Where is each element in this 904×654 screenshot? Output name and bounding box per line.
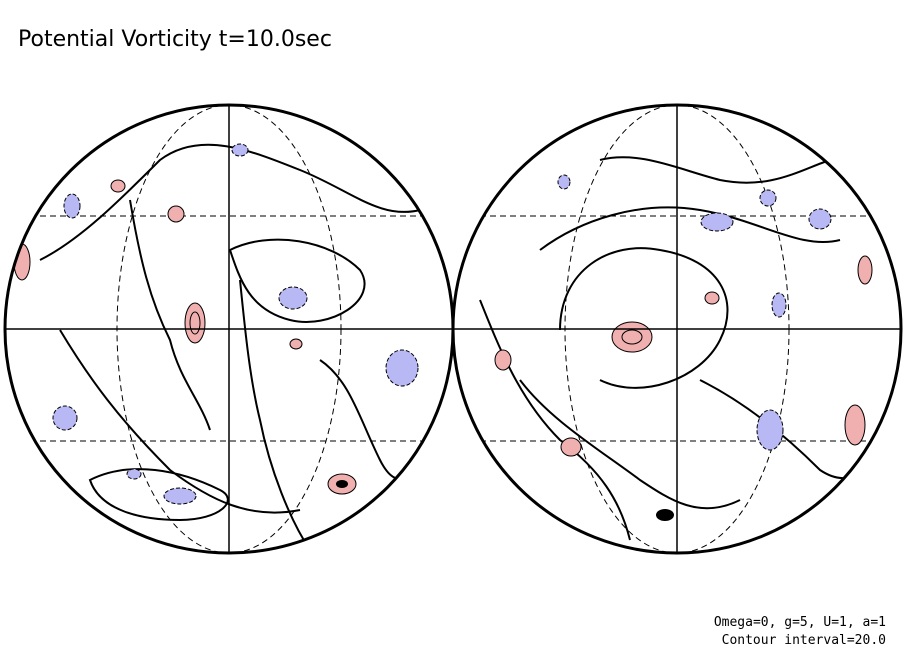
- low-vortex: [756, 409, 784, 451]
- contour: [88, 468, 229, 522]
- sphere: [453, 105, 901, 553]
- high-vortex: [844, 404, 866, 446]
- high-vortex: [857, 255, 873, 285]
- low-vortex: [385, 349, 419, 387]
- contour: [39, 143, 421, 261]
- high-vortex: [110, 179, 126, 193]
- high-vortex: [494, 349, 512, 371]
- low-vortex: [808, 208, 832, 230]
- high-vortex-core: [656, 509, 674, 521]
- high-vortex: [704, 291, 720, 305]
- high-vortex: [189, 311, 201, 335]
- high-vortex-core: [336, 480, 348, 488]
- low-vortex: [278, 286, 308, 310]
- low-vortex: [52, 405, 78, 431]
- high-vortex: [621, 329, 643, 345]
- low-vortex: [126, 468, 142, 480]
- contour: [599, 156, 831, 184]
- contour: [239, 279, 311, 551]
- contour: [59, 329, 301, 514]
- figure-title: Potential Vorticity t=10.0sec: [18, 27, 332, 52]
- low-vortex: [759, 189, 777, 207]
- contour-note: Contour interval=20.0: [722, 633, 886, 648]
- contour: [228, 238, 366, 323]
- low-vortex: [771, 292, 787, 318]
- high-vortex: [289, 338, 303, 350]
- contour: [539, 206, 841, 251]
- contour: [129, 199, 211, 431]
- parameters-note: Omega=0, g=5, U=1, a=1: [714, 615, 886, 630]
- high-vortex: [560, 437, 582, 457]
- contour: [559, 247, 729, 389]
- sphere-rim: [451, 103, 903, 555]
- low-vortex: [700, 212, 734, 232]
- sphere: [5, 105, 453, 553]
- low-vortex: [557, 174, 571, 190]
- low-vortex: [163, 487, 197, 505]
- contour: [519, 379, 741, 510]
- low-vortex: [231, 143, 249, 157]
- high-vortex: [167, 205, 185, 223]
- low-vortex: [63, 193, 81, 219]
- contour: [479, 299, 631, 541]
